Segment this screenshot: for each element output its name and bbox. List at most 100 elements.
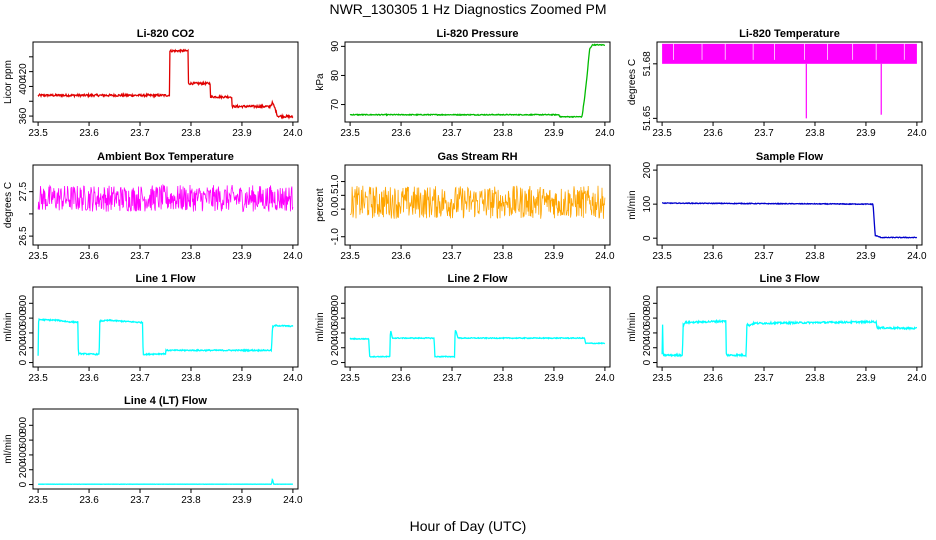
y-tick-label: 600 [18, 309, 29, 326]
y-axis-label: degrees C [3, 182, 14, 228]
x-tick-label: 23.5 [28, 373, 48, 384]
y-tick-label: 420 [18, 63, 29, 80]
y-tick-label: 200 [642, 161, 653, 178]
x-tick-label: 23.8 [181, 495, 201, 506]
series-line [349, 43, 605, 119]
y-tick-label: 200 [18, 461, 29, 478]
panel-title: Sample Flow [756, 151, 824, 163]
y-tick-label: 51.65 [642, 105, 653, 130]
x-tick-label: 23.7 [442, 251, 462, 262]
y-tick-label: 360 [18, 107, 29, 124]
x-tick-label: 23.8 [805, 128, 825, 139]
panel-title: Line 3 Flow [760, 273, 820, 285]
y-tick-label: 0.5 [330, 188, 341, 202]
x-tick-label: 23.8 [805, 373, 825, 384]
y-tick-label: -1.0 [330, 228, 341, 246]
x-tick-label: 23.5 [28, 251, 48, 262]
x-tick-label: 23.6 [703, 128, 723, 139]
y-tick-label: 51.68 [642, 51, 653, 76]
x-tick-label: 24.0 [283, 373, 303, 384]
x-tick-label: 24.0 [595, 128, 615, 139]
data-band [662, 43, 917, 64]
panel-frame [344, 164, 611, 246]
x-tick-label: 24.0 [907, 128, 927, 139]
series-line [349, 330, 606, 359]
series-line [37, 48, 294, 120]
y-tick-label: 90 [330, 40, 341, 52]
y-axis-label: ml/min [627, 312, 638, 341]
panel-frame [656, 41, 923, 123]
x-tick-label: 23.9 [232, 373, 252, 384]
y-tick-label: 1.0 [330, 174, 341, 188]
y-tick-label: 0 [642, 235, 653, 241]
panel-frame [656, 286, 923, 368]
x-tick-label: 24.0 [595, 373, 615, 384]
x-tick-label: 23.7 [442, 128, 462, 139]
panel-frame [32, 164, 299, 246]
x-tick-label: 23.5 [652, 373, 672, 384]
y-tick-label: 0.0 [330, 202, 341, 216]
y-tick-label: 26.5 [18, 226, 29, 246]
x-tick-label: 23.9 [232, 251, 252, 262]
x-tick-label: 24.0 [283, 251, 303, 262]
panel-title: Line 4 (LT) Flow [124, 395, 207, 407]
x-tick-label: 23.8 [181, 128, 201, 139]
x-tick-label: 23.6 [391, 251, 411, 262]
x-tick-label: 23.7 [754, 373, 774, 384]
y-tick-label: 200 [18, 339, 29, 356]
x-tick-label: 23.9 [544, 128, 564, 139]
panel-title: Line 2 Flow [448, 273, 508, 285]
y-axis-label: kPa [315, 73, 326, 91]
series-line [661, 318, 918, 358]
x-tick-label: 23.8 [181, 373, 201, 384]
x-tick-label: 23.7 [754, 128, 774, 139]
panel-title: Li-820 CO2 [137, 28, 194, 40]
x-tick-label: 23.6 [79, 373, 99, 384]
x-tick-label: 23.9 [232, 128, 252, 139]
y-axis-label: ml/min [627, 190, 638, 219]
y-tick-label: 0 [330, 359, 341, 365]
panel-frame [656, 164, 923, 246]
y-tick-label: 200 [642, 339, 653, 356]
x-tick-label: 23.7 [130, 128, 150, 139]
y-tick-label: 80 [330, 69, 341, 81]
x-tick-label: 23.5 [340, 128, 360, 139]
panel-title: Gas Stream RH [437, 151, 517, 163]
series-line [349, 185, 606, 220]
y-tick-label: 400 [18, 78, 29, 95]
y-tick-label: 600 [642, 309, 653, 326]
y-axis-label: percent [315, 188, 326, 222]
x-tick-label: 23.8 [493, 373, 513, 384]
x-tick-label: 23.5 [652, 128, 672, 139]
x-tick-label: 24.0 [283, 128, 303, 139]
x-axis-label: Hour of Day (UTC) [409, 518, 527, 534]
x-tick-label: 23.7 [130, 373, 150, 384]
series-line [37, 183, 294, 213]
y-tick-label: 70 [330, 99, 341, 111]
series-line [661, 202, 918, 239]
y-tick-label: 800 [330, 295, 341, 312]
x-tick-label: 23.8 [181, 251, 201, 262]
x-tick-label: 23.6 [703, 251, 723, 262]
y-axis-label: degrees C [627, 59, 638, 105]
x-tick-label: 23.7 [130, 251, 150, 262]
y-tick-label: 800 [18, 295, 29, 312]
y-tick-label: 100 [642, 195, 653, 212]
x-tick-label: 23.9 [856, 251, 876, 262]
panel-frame [344, 286, 611, 368]
x-tick-label: 23.5 [340, 373, 360, 384]
x-tick-label: 23.9 [856, 373, 876, 384]
y-tick-label: 27.5 [18, 181, 29, 201]
x-tick-label: 23.9 [544, 251, 564, 262]
x-tick-label: 24.0 [907, 373, 927, 384]
y-axis-label: ml/min [3, 434, 14, 463]
y-axis-label: ml/min [315, 312, 326, 341]
x-tick-label: 23.9 [232, 495, 252, 506]
x-tick-label: 24.0 [283, 495, 303, 506]
y-tick-label: 0 [18, 481, 29, 487]
x-tick-label: 23.6 [79, 128, 99, 139]
y-tick-label: 400 [18, 324, 29, 341]
panel-title: Line 1 Flow [136, 273, 196, 285]
x-tick-label: 23.6 [79, 495, 99, 506]
y-tick-label: 400 [330, 324, 341, 341]
